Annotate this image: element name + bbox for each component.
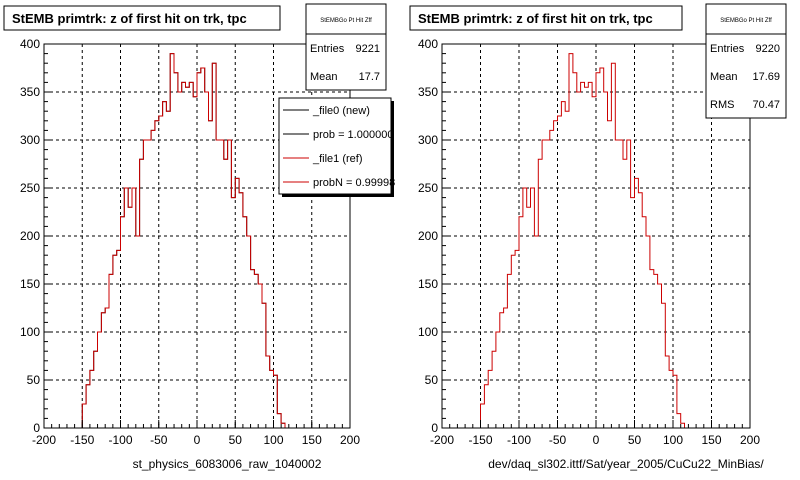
stats-label: RMS bbox=[710, 99, 734, 111]
legend-label: probN = 0.99998 bbox=[313, 177, 395, 189]
legend-box bbox=[278, 97, 392, 195]
stats-value: 70.47 bbox=[752, 99, 780, 111]
y-tick-label: 50 bbox=[425, 373, 439, 387]
y-tick-label: 400 bbox=[20, 37, 40, 51]
y-tick-label: 250 bbox=[20, 181, 40, 195]
x-tick-label: -200 bbox=[430, 433, 454, 447]
x-tick-label: 200 bbox=[740, 433, 760, 447]
stats-label: Entries bbox=[710, 43, 745, 55]
x-tick-label: 0 bbox=[593, 433, 600, 447]
title-box bbox=[3, 5, 281, 31]
x-tick-label: 150 bbox=[302, 433, 322, 447]
title-box bbox=[409, 5, 683, 31]
stats-label: Entries bbox=[310, 43, 345, 55]
x-tick-label: -150 bbox=[70, 433, 94, 447]
y-axis: 0 50 100 150 200 250 300 350 400 bbox=[418, 37, 450, 435]
x-tick-label: -100 bbox=[108, 433, 132, 447]
y-tick-label: 350 bbox=[20, 85, 40, 99]
y-tick-label: 300 bbox=[20, 133, 40, 147]
chart-title: StEMB primtrk: z of first hit on trk, tp… bbox=[418, 11, 653, 26]
x-axis-label: st_physics_6083006_raw_1040002 bbox=[133, 457, 322, 471]
stats-value: 9221 bbox=[356, 43, 380, 55]
histogram-series-primary bbox=[449, 53, 689, 429]
chart-panel-2: -200 -150 -100 -50 0 50 100 150 200 0 50 100 150 200 2… bbox=[409, 3, 787, 471]
y-tick-label: 200 bbox=[418, 229, 438, 243]
x-axis-label: dev/daq_sl302.ittf/Sat/year_2005/CuCu22_… bbox=[488, 457, 764, 471]
legend-label: _file0 (new) bbox=[312, 105, 370, 117]
x-tick-label: 100 bbox=[663, 433, 683, 447]
stats-name: StEMBGo Pt Hit Zff bbox=[320, 18, 372, 24]
stats-value: 17.69 bbox=[752, 71, 780, 83]
x-tick-label: 50 bbox=[628, 433, 642, 447]
chart-title: StEMB primtrk: z of first hit on trk, tp… bbox=[12, 11, 247, 26]
grid bbox=[442, 44, 750, 428]
x-tick-label: 50 bbox=[229, 433, 243, 447]
y-tick-label: 100 bbox=[418, 325, 438, 339]
x-tick-label: 0 bbox=[194, 433, 201, 447]
y-tick-label: 150 bbox=[20, 277, 40, 291]
y-tick-label: 0 bbox=[431, 421, 438, 435]
y-tick-label: 400 bbox=[418, 37, 438, 51]
y-tick-label: 100 bbox=[20, 325, 40, 339]
stats-name: StEMBGo Pt Hit Zff bbox=[720, 18, 772, 24]
x-tick-label: -50 bbox=[150, 433, 168, 447]
histogram-series-primary bbox=[51, 53, 289, 429]
stats-box bbox=[705, 3, 787, 119]
legend-label: prob = 1.000000 bbox=[313, 129, 393, 141]
y-tick-label: 50 bbox=[27, 373, 41, 387]
x-axis: -200 -150 -100 -50 0 50 100 150 200 bbox=[32, 420, 360, 447]
x-tick-label: -50 bbox=[549, 433, 567, 447]
y-tick-label: 150 bbox=[418, 277, 438, 291]
legend-label: _file1 (ref) bbox=[312, 153, 363, 165]
stats-label: Mean bbox=[310, 71, 338, 83]
x-tick-label: 200 bbox=[340, 433, 360, 447]
y-tick-label: 0 bbox=[33, 421, 40, 435]
x-axis: -200 -150 -100 -50 0 50 100 150 200 bbox=[430, 420, 760, 447]
stats-value: 17.7 bbox=[359, 71, 380, 83]
x-tick-label: -150 bbox=[468, 433, 492, 447]
x-tick-label: -200 bbox=[32, 433, 56, 447]
stats-box bbox=[305, 3, 387, 91]
x-tick-label: 100 bbox=[263, 433, 283, 447]
y-axis: 0 50 100 150 200 250 300 350 400 bbox=[20, 37, 52, 435]
y-tick-label: 250 bbox=[418, 181, 438, 195]
stats-label: Mean bbox=[710, 71, 738, 83]
y-tick-label: 200 bbox=[20, 229, 40, 243]
x-tick-label: 150 bbox=[701, 433, 721, 447]
chart-panel-1: -200 -150 -100 -50 0 50 100 150 200 0 50 100 150 200 2… bbox=[3, 3, 395, 471]
y-tick-label: 350 bbox=[418, 85, 438, 99]
stats-value: 9220 bbox=[756, 43, 780, 55]
y-tick-label: 300 bbox=[418, 133, 438, 147]
x-tick-label: -100 bbox=[507, 433, 531, 447]
